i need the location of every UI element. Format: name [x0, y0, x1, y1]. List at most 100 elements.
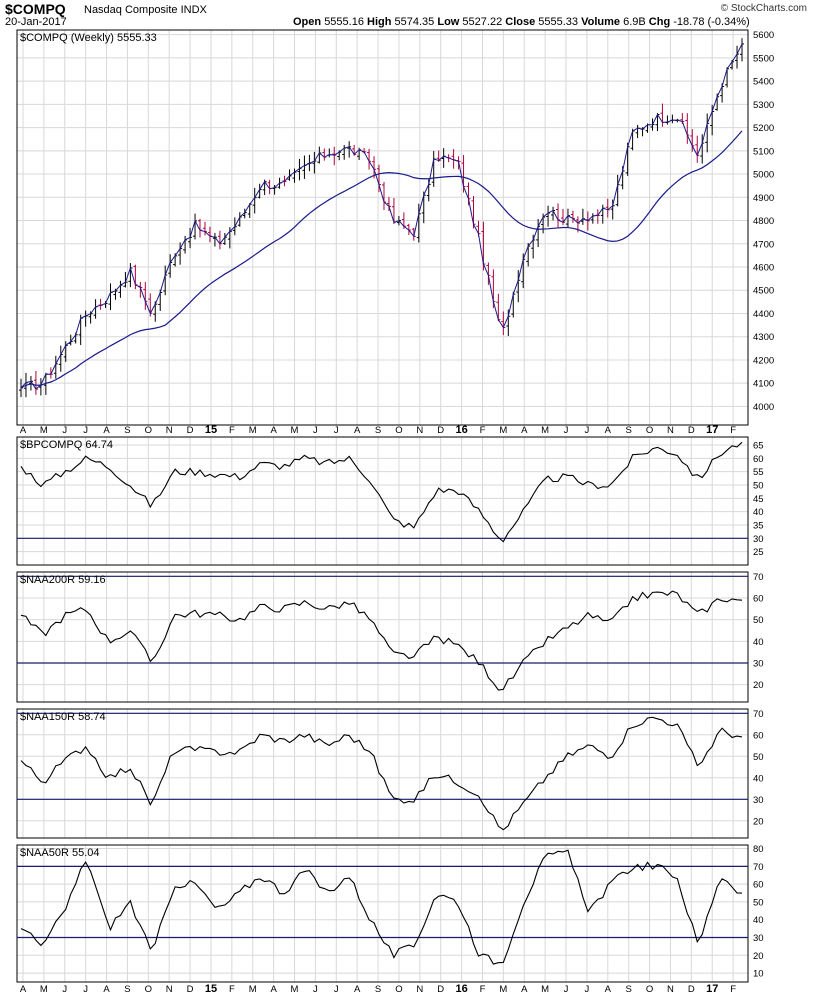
x-axis-label: N	[416, 425, 423, 436]
y-tick-label: 50	[753, 481, 764, 492]
y-tick-label: 4600	[753, 263, 774, 274]
y-tick-label: 5200	[753, 123, 774, 134]
x-axis-label: N	[667, 984, 674, 995]
y-tick-label: 35	[753, 521, 764, 532]
x-axis-label: A	[103, 984, 110, 995]
x-axis-label: A	[103, 425, 110, 436]
x-axis-label: A	[20, 425, 27, 436]
x-axis-label: M	[541, 984, 549, 995]
open-value: 5555.16	[324, 16, 364, 28]
x-axis-label: A	[270, 984, 277, 995]
chart-symbol: $COMPQ	[5, 1, 66, 17]
y-tick-label: 20	[753, 816, 764, 827]
x-axis-label: M	[249, 425, 257, 436]
y-tick-label: 4100	[753, 379, 774, 390]
y-tick-label: 40	[753, 637, 764, 648]
x-axis-label: A	[20, 984, 27, 995]
x-axis-label: S	[626, 425, 632, 436]
ohlc-summary: Open 5555.16 High 5574.35 Low 5527.22 Cl…	[293, 16, 750, 28]
x-axis-label: A	[605, 984, 612, 995]
moving-average-line	[20, 130, 743, 389]
y-tick-label: 65	[753, 441, 764, 452]
x-axis-label: D	[688, 984, 695, 995]
y-tick-label: 30	[753, 659, 764, 670]
x-axis-label: M	[291, 984, 299, 995]
x-axis-label: A	[354, 425, 361, 436]
x-axis-label: O	[395, 425, 402, 436]
indicator-line	[20, 849, 743, 965]
x-axis-label: 16	[455, 424, 467, 436]
panel-label-compq: $COMPQ (Weekly) 5555.33	[20, 32, 157, 44]
x-axis-label: N	[667, 425, 674, 436]
x-axis-label: J	[334, 984, 339, 995]
x-axis-label: J	[62, 425, 67, 436]
x-axis-label: D	[437, 425, 444, 436]
x-axis-label: N	[166, 425, 173, 436]
y-tick-label: 25	[753, 547, 764, 558]
panel-border	[16, 436, 749, 566]
x-axis-label: J	[585, 425, 590, 436]
panel-border	[16, 708, 749, 839]
x-axis-label: F	[229, 425, 235, 436]
y-tick-label: 4400	[753, 309, 774, 320]
panel-border	[16, 571, 749, 703]
panel-border	[16, 29, 749, 426]
y-tick-label: 40	[753, 915, 764, 926]
y-tick-label: 4500	[753, 286, 774, 297]
x-axis-label: D	[688, 425, 695, 436]
x-axis-label: S	[124, 425, 130, 436]
close-value: 5555.33	[538, 16, 579, 28]
y-tick-label: 4200	[753, 355, 774, 366]
x-axis-label: J	[334, 425, 339, 436]
x-axis-label: S	[124, 984, 130, 995]
x-axis-label: M	[40, 425, 48, 436]
indicator-line	[20, 590, 743, 691]
low-value: 5527.22	[462, 16, 503, 28]
y-tick-label: 4000	[753, 402, 774, 413]
y-tick-label: 70	[753, 572, 764, 583]
y-tick-label: 4300	[753, 332, 774, 343]
x-axis-label: J	[564, 425, 569, 436]
x-axis-label: 17	[706, 983, 718, 995]
x-axis-label: 16	[455, 983, 467, 995]
price-close-line	[20, 43, 743, 390]
x-axis-label: F	[730, 984, 736, 995]
panel-label-indicator: $NAA200R 59.16	[20, 574, 106, 586]
indicator-line	[20, 441, 743, 543]
x-axis-label: N	[166, 984, 173, 995]
x-axis-label: O	[646, 425, 653, 436]
y-tick-label: 5100	[753, 146, 774, 157]
y-tick-label: 60	[753, 454, 764, 465]
x-axis-label: J	[585, 984, 590, 995]
y-tick-label: 5500	[753, 53, 774, 64]
x-axis-label: J	[62, 984, 67, 995]
x-axis-label: A	[521, 425, 528, 436]
x-axis-label: F	[480, 425, 486, 436]
x-axis-label: J	[564, 984, 569, 995]
y-tick-label: 80	[753, 844, 764, 855]
y-tick-label: 4900	[753, 193, 774, 204]
y-tick-label: 45	[753, 494, 764, 505]
low-label: Low	[437, 16, 460, 28]
volume-label: Volume	[581, 16, 621, 28]
close-label: Close	[505, 16, 536, 28]
volume-value: 6.9B	[623, 16, 646, 28]
x-axis-label: N	[416, 984, 423, 995]
x-axis-label: D	[437, 984, 444, 995]
y-tick-label: 5000	[753, 170, 774, 181]
stockcharts-watermark: © StockCharts.com	[720, 3, 807, 14]
x-axis-label: F	[730, 425, 736, 436]
y-tick-label: 20	[753, 951, 764, 962]
y-tick-label: 60	[753, 594, 764, 605]
high-label: High	[367, 16, 392, 28]
x-axis-label: M	[499, 425, 507, 436]
open-label: Open	[293, 16, 322, 28]
x-axis-label: J	[313, 984, 318, 995]
y-tick-label: 70	[753, 709, 764, 720]
panel-label-indicator: $NAA150R 58.74	[20, 711, 106, 723]
y-tick-label: 50	[753, 615, 764, 626]
x-axis-label: M	[249, 984, 257, 995]
y-tick-label: 30	[753, 933, 764, 944]
chart-security-name: Nasdaq Composite INDX	[84, 4, 207, 16]
